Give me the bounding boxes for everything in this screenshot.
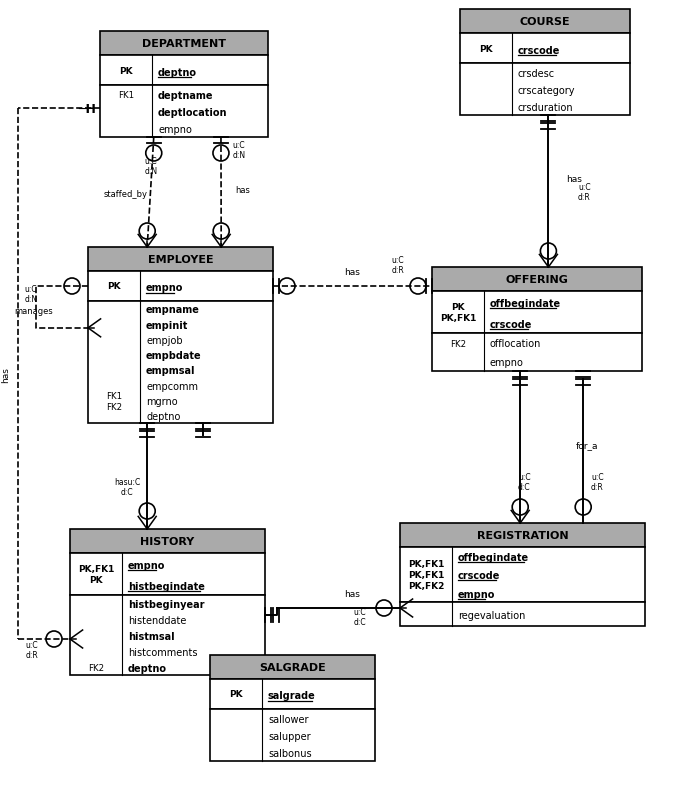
Text: empinit: empinit: [146, 320, 188, 330]
Bar: [432, 268, 642, 292]
Text: staffed_by: staffed_by: [104, 190, 148, 199]
Bar: [432, 292, 642, 334]
Text: COURSE: COURSE: [520, 17, 571, 27]
Text: DEPARTMENT: DEPARTMENT: [142, 39, 226, 49]
Text: HISTORY: HISTORY: [140, 537, 195, 546]
Text: u:C
d:R: u:C d:R: [392, 255, 404, 274]
Text: empno: empno: [128, 560, 166, 570]
Text: crscode: crscode: [518, 46, 560, 55]
Text: crscategory: crscategory: [518, 86, 575, 95]
Bar: [400, 547, 645, 602]
Text: OFFERING: OFFERING: [506, 274, 569, 285]
Text: deptname: deptname: [158, 91, 213, 100]
Text: u:C
d:R: u:C d:R: [591, 472, 604, 492]
Text: hasu:C
d:C: hasu:C d:C: [114, 477, 140, 496]
Text: FK1
FK2: FK1 FK2: [106, 391, 122, 411]
Text: crscode: crscode: [458, 571, 500, 581]
Text: offbegindate: offbegindate: [490, 298, 561, 308]
Text: empname: empname: [146, 305, 200, 315]
Text: PK: PK: [479, 44, 493, 54]
Text: has: has: [1, 367, 10, 383]
Text: u:C
d:R: u:C d:R: [578, 182, 591, 202]
Text: empno: empno: [158, 125, 192, 135]
Text: u:C
d:N: u:C d:N: [233, 140, 246, 160]
Text: REGISTRATION: REGISTRATION: [477, 530, 569, 541]
Bar: [400, 602, 645, 626]
Text: histbegindate: histbegindate: [128, 581, 205, 591]
Bar: [210, 709, 375, 761]
Bar: [100, 56, 268, 86]
Bar: [70, 529, 265, 553]
Text: salgrade: salgrade: [268, 691, 316, 701]
Text: ─H: ─H: [78, 103, 96, 115]
Bar: [210, 655, 375, 679]
Text: manages: manages: [14, 306, 53, 315]
Text: SALGRADE: SALGRADE: [259, 662, 326, 672]
Text: FK2: FK2: [450, 339, 466, 349]
Text: crsduration: crsduration: [518, 103, 573, 113]
Bar: [70, 553, 265, 595]
Text: for_a: for_a: [575, 440, 598, 449]
Text: deptno: deptno: [158, 67, 197, 78]
Text: FK2: FK2: [88, 663, 104, 672]
Text: has: has: [235, 186, 250, 195]
Bar: [400, 524, 645, 547]
Text: empno: empno: [458, 589, 495, 599]
Text: has: has: [344, 589, 360, 598]
Text: deptno: deptno: [128, 663, 167, 673]
Text: PK: PK: [229, 690, 243, 699]
Text: u:C
d:C: u:C d:C: [518, 472, 531, 492]
Text: PK
PK,FK1: PK PK,FK1: [440, 302, 476, 322]
Text: mgrno: mgrno: [146, 396, 177, 407]
Bar: [210, 679, 375, 709]
Text: FK1: FK1: [118, 91, 134, 100]
Text: empno: empno: [490, 358, 524, 368]
Text: deptlocation: deptlocation: [158, 107, 228, 118]
Text: offlocation: offlocation: [490, 339, 542, 349]
Text: offbegindate: offbegindate: [458, 553, 529, 562]
Text: PK: PK: [107, 282, 121, 291]
Bar: [460, 64, 630, 115]
Text: regevaluation: regevaluation: [458, 610, 525, 621]
Text: EMPLOYEE: EMPLOYEE: [148, 255, 213, 265]
Bar: [100, 86, 268, 138]
Bar: [70, 595, 265, 675]
Text: histcomments: histcomments: [128, 647, 197, 657]
Text: empmsal: empmsal: [146, 366, 195, 376]
Text: u:C
d:C: u:C d:C: [354, 607, 366, 626]
Text: empbdate: empbdate: [146, 350, 201, 361]
Text: empjob: empjob: [146, 335, 183, 346]
Text: u:C
d:R: u:C d:R: [26, 640, 39, 659]
Text: u:C
d:N: u:C d:N: [144, 156, 157, 176]
Text: empno: empno: [146, 283, 184, 294]
Text: has: has: [344, 268, 360, 277]
Text: histmsal: histmsal: [128, 631, 175, 641]
Text: crscode: crscode: [490, 319, 533, 329]
Text: deptno: deptno: [146, 411, 180, 422]
Bar: [88, 302, 273, 423]
Text: salbonus: salbonus: [268, 748, 312, 758]
Bar: [460, 34, 630, 64]
Text: PK,FK1
PK: PK,FK1 PK: [78, 565, 114, 585]
Text: histenddate: histenddate: [128, 615, 186, 625]
Text: empcomm: empcomm: [146, 381, 198, 391]
Text: histbeginyear: histbeginyear: [128, 599, 204, 609]
Bar: [88, 272, 273, 302]
Bar: [100, 32, 268, 56]
Text: PK: PK: [119, 67, 132, 75]
Bar: [88, 248, 273, 272]
Text: salupper: salupper: [268, 731, 310, 741]
Text: has: has: [566, 175, 582, 184]
Text: sallower: sallower: [268, 714, 308, 723]
Text: crsdesc: crsdesc: [518, 68, 555, 79]
Bar: [460, 10, 630, 34]
Text: PK,FK1
PK,FK1
PK,FK2: PK,FK1 PK,FK1 PK,FK2: [408, 559, 444, 590]
Text: u:C
d:N: u:C d:N: [24, 284, 37, 304]
Bar: [432, 334, 642, 371]
